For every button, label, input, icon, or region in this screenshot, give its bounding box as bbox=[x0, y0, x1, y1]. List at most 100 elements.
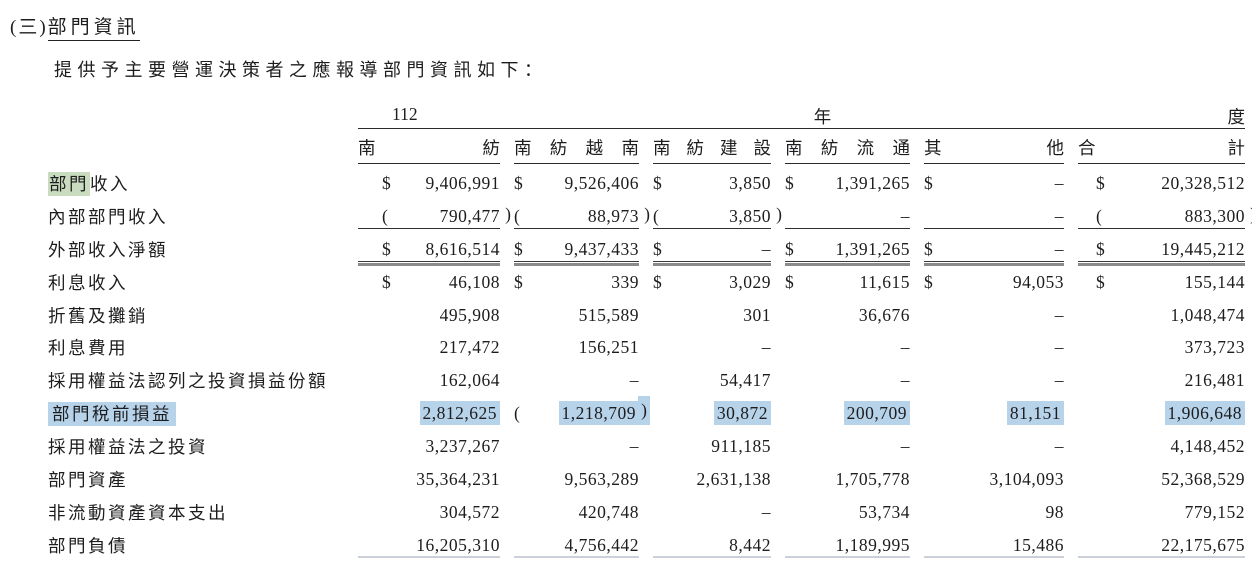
amount-text: 217,472 bbox=[439, 337, 500, 358]
amount-cell: $8,616,514 bbox=[358, 237, 500, 266]
amount-cell: – bbox=[924, 434, 1064, 459]
row-label-text: 外部收入淨額 bbox=[48, 239, 168, 260]
amount-text: 4,756,442 bbox=[564, 534, 639, 555]
amount-text: 155,144 bbox=[1184, 271, 1245, 292]
intro-text: 提供予主要營運決策者之應報導部門資訊如下： bbox=[54, 60, 548, 80]
row-label: 非流動資產資本支出 bbox=[48, 500, 344, 525]
row-label: 外部收入淨額 bbox=[48, 237, 344, 262]
amount-value: 15,486 bbox=[940, 533, 1064, 558]
amount-value: – bbox=[669, 500, 771, 525]
row-label: 採用權益法認列之投資損益份額 bbox=[48, 368, 344, 393]
amount-text: 36,676 bbox=[858, 304, 910, 325]
amount-value: 22,175,675 bbox=[1112, 533, 1245, 558]
currency-prefix: ( bbox=[382, 205, 388, 226]
amount-value: – bbox=[940, 303, 1064, 328]
amount-cell: 8,442 bbox=[653, 533, 771, 558]
amount-cell: $9,526,406 bbox=[514, 171, 639, 196]
currency-prefix: $ bbox=[924, 271, 933, 292]
amount-value: 20,328,512 bbox=[1112, 171, 1245, 196]
column-header-char: 南 bbox=[621, 138, 639, 158]
amount-cell: $3,029 bbox=[653, 270, 771, 295]
amount-text: – bbox=[761, 337, 771, 358]
currency-prefix: $ bbox=[1096, 271, 1105, 292]
amount-value: – bbox=[801, 434, 910, 459]
amount-value: – bbox=[530, 368, 639, 393]
amount-text: 54,417 bbox=[719, 370, 771, 391]
amount-cell: – bbox=[924, 204, 1064, 229]
amount-text: – bbox=[629, 370, 639, 391]
amount-text: 495,908 bbox=[439, 304, 500, 325]
row-label-text: 利息費用 bbox=[48, 338, 128, 359]
amount-cell: 1,705,778 bbox=[785, 467, 910, 492]
amount-text: – bbox=[900, 370, 910, 391]
amount-cell: $ – bbox=[924, 171, 1064, 196]
amount-text: – bbox=[1054, 205, 1064, 226]
amount-value: – bbox=[669, 335, 771, 360]
amount-value: 53,734 bbox=[801, 500, 910, 525]
amount-value: 3,850 bbox=[669, 204, 771, 229]
amount-value: 217,472 bbox=[398, 335, 500, 360]
currency-prefix: $ bbox=[382, 271, 391, 292]
amount-text: – bbox=[629, 436, 639, 457]
period-part: 年 bbox=[813, 107, 832, 127]
amount-value: 1,391,265 bbox=[801, 237, 910, 262]
amount-cell: 216,481 bbox=[1078, 368, 1245, 393]
table-row: 外部收入淨額 $8,616,514 $9,437,433 $ – $1,391,265 $ –… bbox=[48, 233, 1245, 266]
amount-cell: – bbox=[653, 335, 771, 360]
amount-text: 216,481 bbox=[1184, 370, 1245, 391]
column-header-char: 紡 bbox=[549, 138, 568, 158]
amount-text: 52,368,529 bbox=[1161, 468, 1245, 489]
amount-cell: $ – bbox=[924, 237, 1064, 266]
amount-cell: (88,973) bbox=[514, 204, 650, 229]
amount-value: 515,589 bbox=[530, 303, 639, 328]
currency-prefix: $ bbox=[924, 238, 933, 259]
currency-prefix: $ bbox=[924, 172, 933, 193]
amount-text: – bbox=[1054, 337, 1064, 358]
column-header: 其他 bbox=[924, 131, 1064, 164]
amount-text: 9,437,433 bbox=[564, 238, 639, 259]
period-part: 112 bbox=[392, 104, 418, 124]
amount-value: 1,906,648 bbox=[1112, 401, 1245, 426]
row-label-text: 部門 bbox=[48, 171, 90, 196]
column-header: 合計 bbox=[1078, 131, 1245, 164]
amount-cell: 217,472 bbox=[358, 335, 500, 360]
amount-text: 790,477 bbox=[439, 205, 500, 226]
amount-text: 1,391,265 bbox=[835, 238, 910, 259]
amount-text: – bbox=[1054, 238, 1064, 259]
amount-value: 36,676 bbox=[801, 303, 910, 328]
amount-cell: 2,812,625 bbox=[358, 401, 500, 426]
amount-text: – bbox=[1054, 370, 1064, 391]
amount-cell: $46,108 bbox=[358, 270, 500, 295]
amount-value: 9,406,991 bbox=[398, 171, 500, 196]
currency-prefix: $ bbox=[382, 172, 391, 193]
amount-cell: – bbox=[924, 335, 1064, 360]
section-heading: (三)部門資訊 bbox=[10, 12, 140, 41]
amount-text: 98 bbox=[1045, 501, 1064, 522]
amount-value: 3,237,267 bbox=[398, 434, 500, 459]
column-header-char: 建 bbox=[720, 138, 738, 158]
amount-cell: 1,048,474 bbox=[1078, 303, 1245, 328]
amount-value: 9,526,406 bbox=[530, 171, 639, 196]
row-label-text: 利息收入 bbox=[48, 272, 128, 293]
amount-text: 22,175,675 bbox=[1161, 534, 1245, 555]
amount-value: 162,064 bbox=[398, 368, 500, 393]
currency-prefix: ( bbox=[514, 403, 520, 424]
table-rows: 部門收入 $9,406,991 $9,526,406 $3,850 $1,391,265… bbox=[48, 167, 1252, 562]
amount-cell: 1,906,648 bbox=[1078, 401, 1245, 426]
column-header: 南紡越南 bbox=[514, 131, 639, 164]
row-label: 部門資產 bbox=[48, 467, 344, 492]
amount-value: – bbox=[940, 204, 1064, 229]
amount-text: 162,064 bbox=[439, 370, 500, 391]
amount-text: 2,631,138 bbox=[696, 468, 771, 489]
amount-value: – bbox=[801, 204, 910, 229]
amount-text: 301 bbox=[743, 304, 771, 325]
amount-text: – bbox=[1054, 304, 1064, 325]
period-part: 度 bbox=[1227, 107, 1245, 127]
amount-text: 94,053 bbox=[1012, 271, 1064, 292]
amount-value: 216,481 bbox=[1112, 368, 1245, 393]
amount-value: 200,709 bbox=[801, 401, 910, 426]
amount-cell: – bbox=[514, 434, 639, 459]
amount-value: 155,144 bbox=[1112, 270, 1245, 295]
column-header-char: 紡 bbox=[482, 138, 501, 158]
